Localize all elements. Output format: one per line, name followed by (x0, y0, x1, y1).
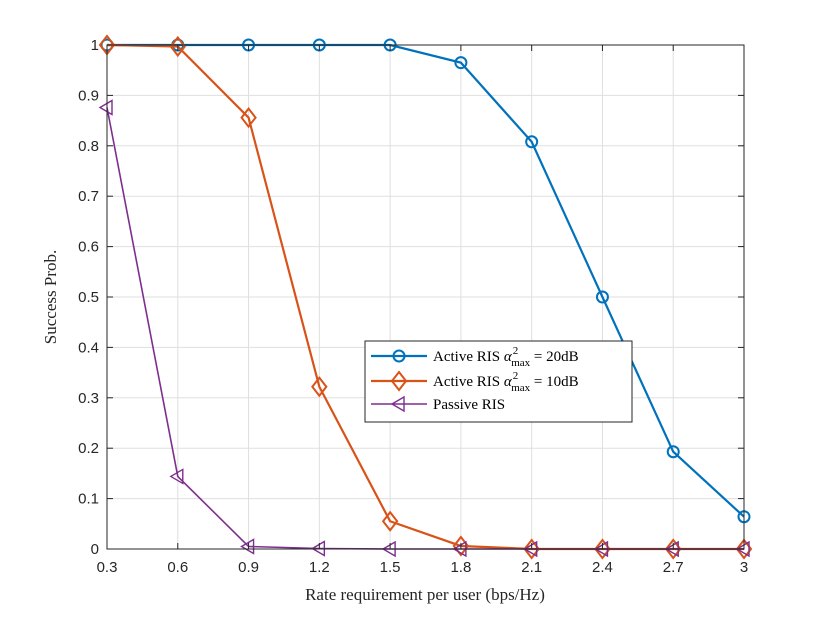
y-tick-label: 0.9 (78, 87, 99, 104)
data-point-diamond (311, 376, 328, 398)
legend-label: Active RIS α2 max = 20dB (433, 345, 579, 369)
data-point-circle (525, 135, 539, 149)
data-point-diamond (169, 35, 187, 58)
x-tick-label: 0.3 (97, 559, 118, 576)
data-point-triangle (240, 538, 255, 555)
data-point-triangle (390, 395, 405, 413)
data-point-triangle (169, 468, 184, 485)
y-tick-label: 0.8 (78, 138, 99, 155)
data-point-circle (454, 56, 468, 70)
data-point-circle (595, 290, 609, 304)
legend-label: Active RIS α2 max = 10dB (433, 370, 579, 394)
x-tick-label: 0.9 (238, 559, 259, 576)
legend-label: Passive RIS (433, 397, 505, 413)
y-tick-label: 0.7 (78, 188, 99, 205)
y-tick-label: 1 (91, 37, 99, 54)
data-point-diamond (240, 106, 257, 129)
x-tick-label: 3 (740, 559, 748, 576)
y-tick-label: 0.3 (78, 390, 99, 407)
y-tick-label: 0.6 (78, 239, 99, 256)
x-tick-label: 1.8 (450, 559, 471, 576)
x-tick-label: 0.6 (167, 559, 188, 576)
x-tick-label: 1.5 (380, 559, 401, 576)
data-point-triangle (310, 540, 326, 557)
data-point-circle (666, 445, 680, 459)
y-tick-label: 0 (91, 541, 99, 558)
x-axis-label: Rate requirement per user (bps/Hz) (305, 585, 545, 604)
data-point-diamond (381, 510, 399, 532)
x-tick-label: 2.4 (592, 559, 613, 576)
data-point-triangle (735, 540, 750, 558)
legend-entry-2: Active RIS α2 max = 10dB (371, 370, 579, 394)
x-tick-label: 2.7 (663, 559, 684, 576)
data-point-triangle (98, 99, 113, 116)
y-tick-label: 0.1 (78, 491, 99, 508)
legend-entry-1: Active RIS α2 max = 20dB (371, 345, 579, 369)
y-tick-label: 0.4 (78, 339, 99, 356)
axes: 0.3 0.6 0.9 1.2 1.5 1.8 2.1 2.4 2.7 3 0 0.1 0.2 0.3 0.… (78, 37, 748, 576)
y-tick-label: 0.5 (78, 289, 99, 306)
data-point-circle (392, 349, 406, 363)
legend-entry-3: Passive RIS (371, 395, 505, 413)
x-tick-label: 2.1 (521, 559, 542, 576)
y-axis-label: Success Prob. (41, 250, 60, 344)
y-tick-label: 0.2 (78, 440, 99, 457)
x-tick-label: 1.2 (309, 559, 330, 576)
data-point-diamond (390, 370, 408, 392)
